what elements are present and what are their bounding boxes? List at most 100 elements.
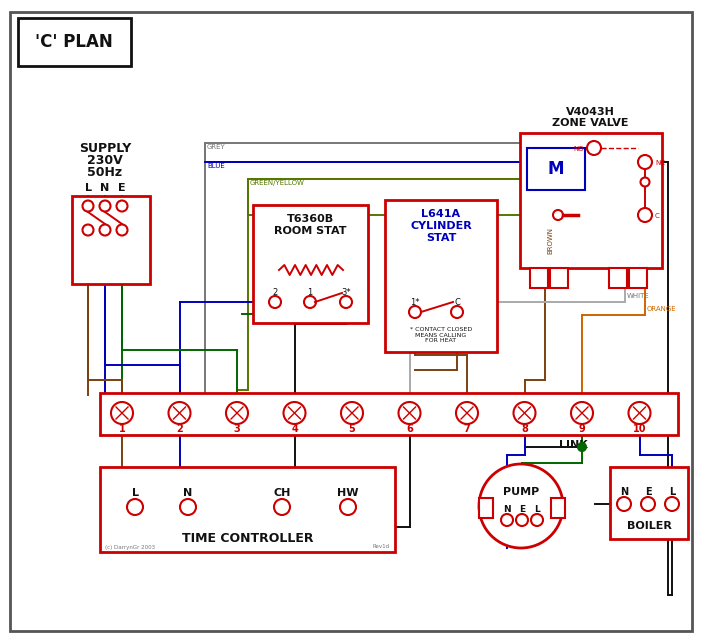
Circle shape [127, 499, 143, 515]
Bar [18, 18, 131, 66]
Text: 'C' PLAN: 'C' PLAN [35, 33, 113, 51]
Circle shape [587, 141, 601, 155]
Circle shape [100, 201, 110, 212]
Circle shape [531, 514, 543, 526]
Circle shape [341, 402, 363, 424]
Text: SUPPLY: SUPPLY [79, 142, 131, 154]
Circle shape [638, 208, 652, 222]
Bar [610, 467, 688, 539]
Text: L: L [534, 506, 540, 515]
Text: 6: 6 [406, 424, 413, 434]
Text: (c) DarrynGr 2003: (c) DarrynGr 2003 [105, 544, 155, 549]
Text: L641A: L641A [421, 209, 461, 219]
Circle shape [168, 402, 190, 424]
Text: 3: 3 [234, 424, 240, 434]
Circle shape [100, 224, 110, 235]
Text: PUMP: PUMP [503, 487, 539, 497]
Circle shape [479, 464, 563, 548]
Circle shape [640, 178, 649, 187]
Circle shape [226, 402, 248, 424]
Text: 4: 4 [291, 424, 298, 434]
Bar [609, 268, 627, 288]
Text: ORANGE: ORANGE [647, 306, 677, 312]
Text: N: N [503, 506, 511, 515]
Text: BOILER: BOILER [627, 521, 671, 531]
Bar [385, 200, 497, 352]
Circle shape [284, 402, 305, 424]
Text: N: N [100, 183, 110, 193]
Text: 230V: 230V [87, 153, 123, 167]
Text: * CONTACT CLOSED
MEANS CALLING
FOR HEAT: * CONTACT CLOSED MEANS CALLING FOR HEAT [410, 327, 472, 344]
Text: L: L [669, 487, 675, 497]
Circle shape [340, 499, 356, 515]
Text: E: E [519, 506, 525, 515]
Text: WHITE: WHITE [627, 293, 650, 299]
Text: 50Hz: 50Hz [88, 165, 123, 178]
Circle shape [578, 443, 586, 451]
Text: 1*: 1* [410, 297, 420, 306]
Bar [550, 268, 568, 288]
Circle shape [269, 296, 281, 308]
Text: N: N [183, 488, 192, 498]
Text: C: C [655, 213, 660, 219]
Text: L: L [131, 488, 138, 498]
Text: CH: CH [273, 488, 291, 498]
Circle shape [111, 402, 133, 424]
Circle shape [340, 296, 352, 308]
Bar [100, 393, 678, 435]
Text: E: E [118, 183, 126, 193]
Text: ZONE VALVE: ZONE VALVE [552, 118, 628, 128]
Text: ROOM STAT: ROOM STAT [274, 226, 347, 236]
Text: GREEN/YELLOW: GREEN/YELLOW [250, 180, 305, 186]
Bar [100, 467, 395, 552]
Text: 2: 2 [272, 288, 277, 297]
Bar [520, 133, 662, 268]
Circle shape [513, 402, 536, 424]
Bar [72, 196, 150, 284]
Bar [479, 498, 493, 518]
Text: T6360B: T6360B [287, 214, 334, 224]
Circle shape [83, 224, 93, 235]
Text: 1: 1 [119, 424, 126, 434]
Text: V4043H: V4043H [566, 107, 614, 117]
Text: 3*: 3* [341, 288, 351, 297]
Circle shape [451, 306, 463, 318]
Circle shape [409, 306, 421, 318]
Text: 5: 5 [349, 424, 355, 434]
Text: HW: HW [337, 488, 359, 498]
Circle shape [274, 499, 290, 515]
Text: M: M [548, 160, 564, 178]
Circle shape [456, 402, 478, 424]
Circle shape [83, 201, 93, 212]
Circle shape [117, 224, 128, 235]
Text: L: L [84, 183, 91, 193]
Text: N: N [620, 487, 628, 497]
Text: E: E [644, 487, 651, 497]
Text: 9: 9 [578, 424, 585, 434]
Bar [530, 268, 548, 288]
Circle shape [638, 155, 652, 169]
Circle shape [399, 402, 420, 424]
Bar [253, 205, 368, 323]
Circle shape [304, 296, 316, 308]
Circle shape [665, 497, 679, 511]
Text: CYLINDER: CYLINDER [410, 221, 472, 231]
Bar [551, 498, 565, 518]
Circle shape [628, 402, 651, 424]
Circle shape [117, 201, 128, 212]
Text: C: C [454, 297, 460, 306]
Text: 2: 2 [176, 424, 183, 434]
Circle shape [617, 497, 631, 511]
Circle shape [571, 402, 593, 424]
Text: LINK: LINK [559, 440, 588, 450]
Text: BROWN: BROWN [547, 226, 553, 253]
Circle shape [516, 514, 528, 526]
Circle shape [641, 497, 655, 511]
Circle shape [501, 514, 513, 526]
Text: 7: 7 [463, 424, 470, 434]
Text: NC: NC [655, 160, 665, 166]
Text: GREY: GREY [207, 144, 226, 150]
Circle shape [553, 210, 563, 220]
Text: BLUE: BLUE [207, 163, 225, 169]
Bar [629, 268, 647, 288]
